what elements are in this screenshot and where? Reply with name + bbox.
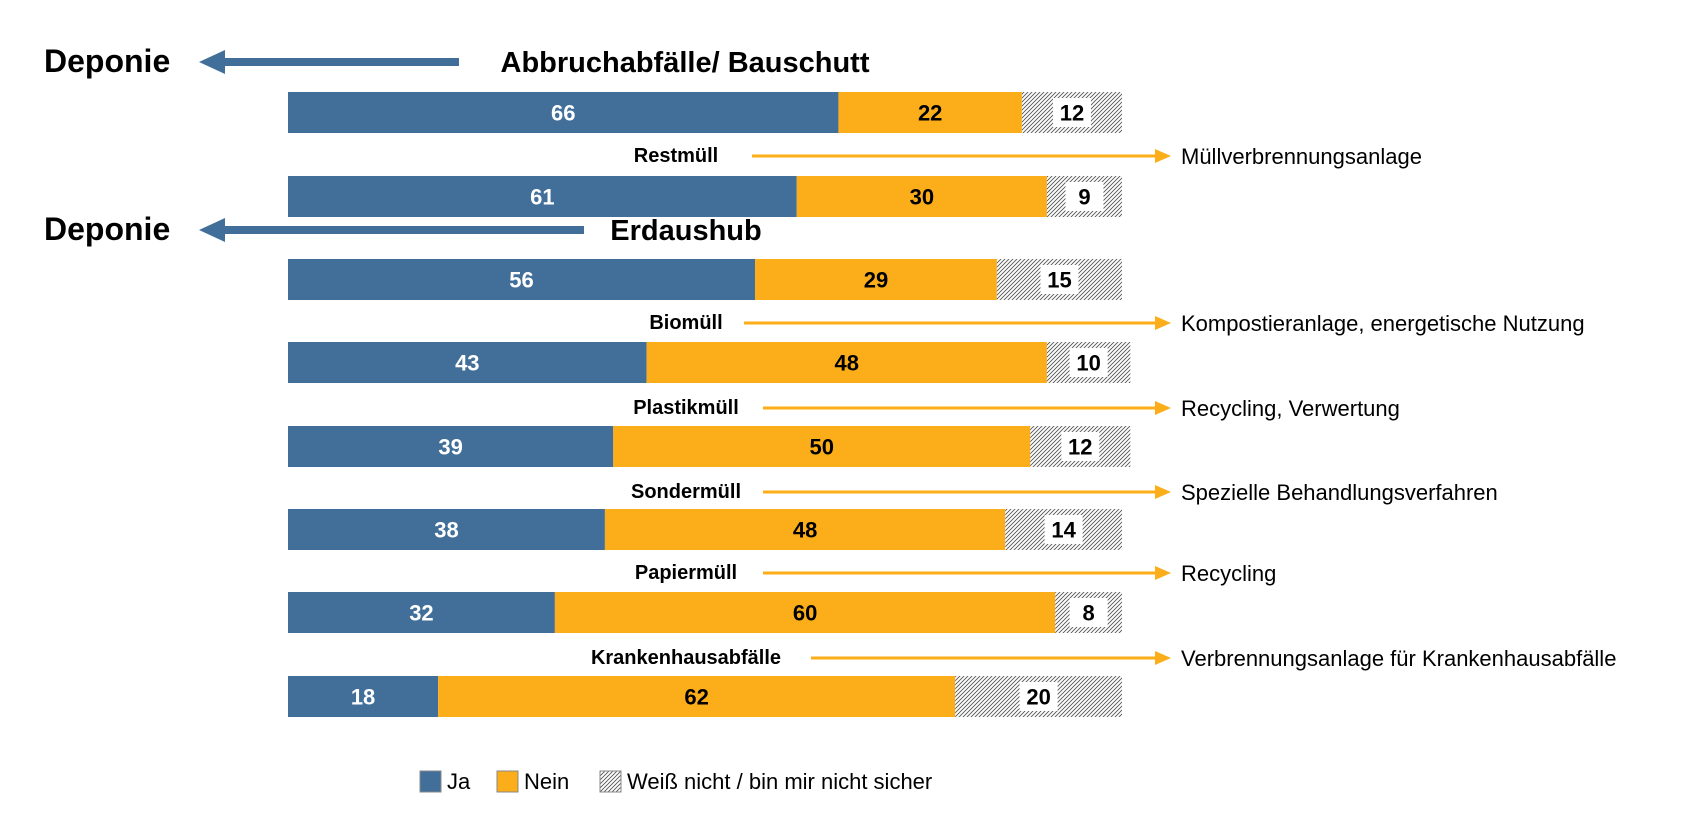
legend-entry: Nein [524,769,569,794]
segment-value-label: 50 [810,435,834,460]
segment-value-label: 61 [530,185,554,210]
segment-value-label: 22 [918,101,942,126]
legend-entry: Ja [447,769,471,794]
arrowhead-right-icon [1155,149,1171,163]
bar-group: 39 50 12 Plastikmüll Recycling, Verwertung [288,396,1400,467]
bar-group: 32 60 8 Papiermüll Recycling [288,561,1276,633]
destination-label: Recycling, Verwertung [1181,396,1400,421]
legend: Ja Nein Weiß nicht / bin mir nicht sicher [419,769,932,794]
bar-group: 43 48 10 Biomüll Kompostieranlage, energetis… [288,311,1585,383]
segment-value-label: 10 [1076,351,1100,376]
segment-ja [288,342,647,383]
segment-nein [613,426,1031,467]
segment-nein [796,176,1047,217]
destination-label: Deponie [44,43,170,79]
destination-label: Deponie [44,211,170,247]
destination-label: Recycling [1181,561,1276,586]
arrowhead-right-icon [1155,485,1171,499]
category-label: Biomüll [649,312,722,334]
legend-entry: Weiß nicht / bin mir nicht sicher [627,769,932,794]
segment-value-label: 43 [455,351,479,376]
segment-nein [438,676,956,717]
segment-label-bg [1040,265,1079,294]
legend-swatch [496,770,519,793]
segment-nein [554,592,1056,633]
segment-label-bg [1019,682,1058,711]
segment-value-label: 48 [835,351,859,376]
segment-ja [288,176,797,217]
category-label: Erdaushub [610,215,761,247]
segment-nein [646,342,1047,383]
segment-ja [288,509,605,550]
category-label: Restmüll [634,145,718,167]
destination-label: Verbrennungsanlage für Krankenhausabfäll… [1181,646,1616,671]
segment-value-label: 62 [684,685,708,710]
segment-value-label: 38 [434,518,458,543]
bar-group: 56 29 15 Erdaushub Deponie [44,211,1122,300]
segment-value-label: 56 [509,268,533,293]
segment-value-label: 20 [1026,685,1050,710]
segment-value-label: 30 [910,185,934,210]
arrowhead-right-icon [1155,401,1171,415]
category-label: Plastikmüll [633,397,739,419]
arrowhead-left-icon [199,218,225,242]
segment-value-label: 9 [1078,185,1090,210]
segment-nein [755,259,997,300]
bar-group: 38 48 14 Sondermüll Spezielle Behandlungsver… [288,480,1498,550]
segment-value-label: 29 [864,268,888,293]
segment-label-bg [1052,98,1091,127]
legend-swatch [419,770,442,793]
segment-value-label: 18 [351,685,375,710]
destination-label: Müllverbrennungsanlage [1181,144,1422,169]
destination-label: Spezielle Behandlungsverfahren [1181,480,1498,505]
arrowhead-right-icon [1155,651,1171,665]
segment-value-label: 8 [1083,601,1095,626]
arrowhead-right-icon [1155,566,1171,580]
segment-value-label: 12 [1068,435,1092,460]
bar-group: 66 22 12 Abbruchabfälle/ Bauschutt Deponie [44,43,1122,133]
arrowhead-left-icon [199,50,225,74]
segment-label-bg [1065,182,1104,211]
bar-group: 61 30 9 Restmüll Müllverbrennungsanlage [288,144,1422,217]
segment-label-bg [1061,432,1100,461]
segment-ja [288,676,439,717]
segment-value-label: 66 [551,101,575,126]
segment-value-label: 60 [793,601,817,626]
segment-ja [288,426,614,467]
segment-label-bg [1069,348,1108,377]
category-label: Abbruchabfälle/ Bauschutt [501,47,870,79]
bar-group: 18 62 20 Krankenhausabfälle Verbrennungsanla… [288,646,1616,717]
category-label: Sondermüll [631,481,741,503]
category-label: Krankenhausabfälle [591,647,781,669]
destination-label: Kompostieranlage, energetische Nutzung [1181,311,1585,336]
legend-swatch [599,770,622,793]
segment-value-label: 12 [1060,101,1084,126]
category-label: Papiermüll [635,562,737,584]
segment-ja [288,592,555,633]
segment-value-label: 39 [438,435,462,460]
segment-value-label: 14 [1051,518,1076,543]
segment-nein [838,92,1022,133]
segment-value-label: 32 [409,601,433,626]
segment-label-bg [1044,515,1083,544]
arrowhead-right-icon [1155,316,1171,330]
segment-ja [288,92,839,133]
segment-label-bg [1069,598,1108,627]
segment-ja [288,259,756,300]
segment-value-label: 15 [1047,268,1071,293]
segment-value-label: 48 [793,518,817,543]
segment-nein [604,509,1006,550]
